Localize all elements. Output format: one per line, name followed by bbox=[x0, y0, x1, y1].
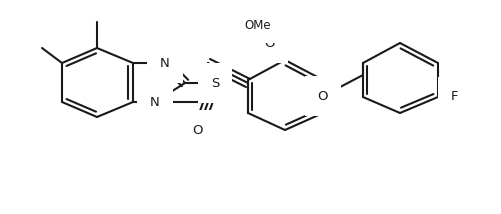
Text: N: N bbox=[160, 56, 169, 70]
Text: S: S bbox=[210, 76, 219, 89]
Text: N: N bbox=[150, 95, 159, 108]
Text: OMe: OMe bbox=[244, 18, 271, 31]
Text: F: F bbox=[450, 91, 458, 104]
Text: O: O bbox=[264, 37, 275, 49]
Text: O: O bbox=[317, 89, 328, 103]
Text: O: O bbox=[192, 123, 203, 137]
